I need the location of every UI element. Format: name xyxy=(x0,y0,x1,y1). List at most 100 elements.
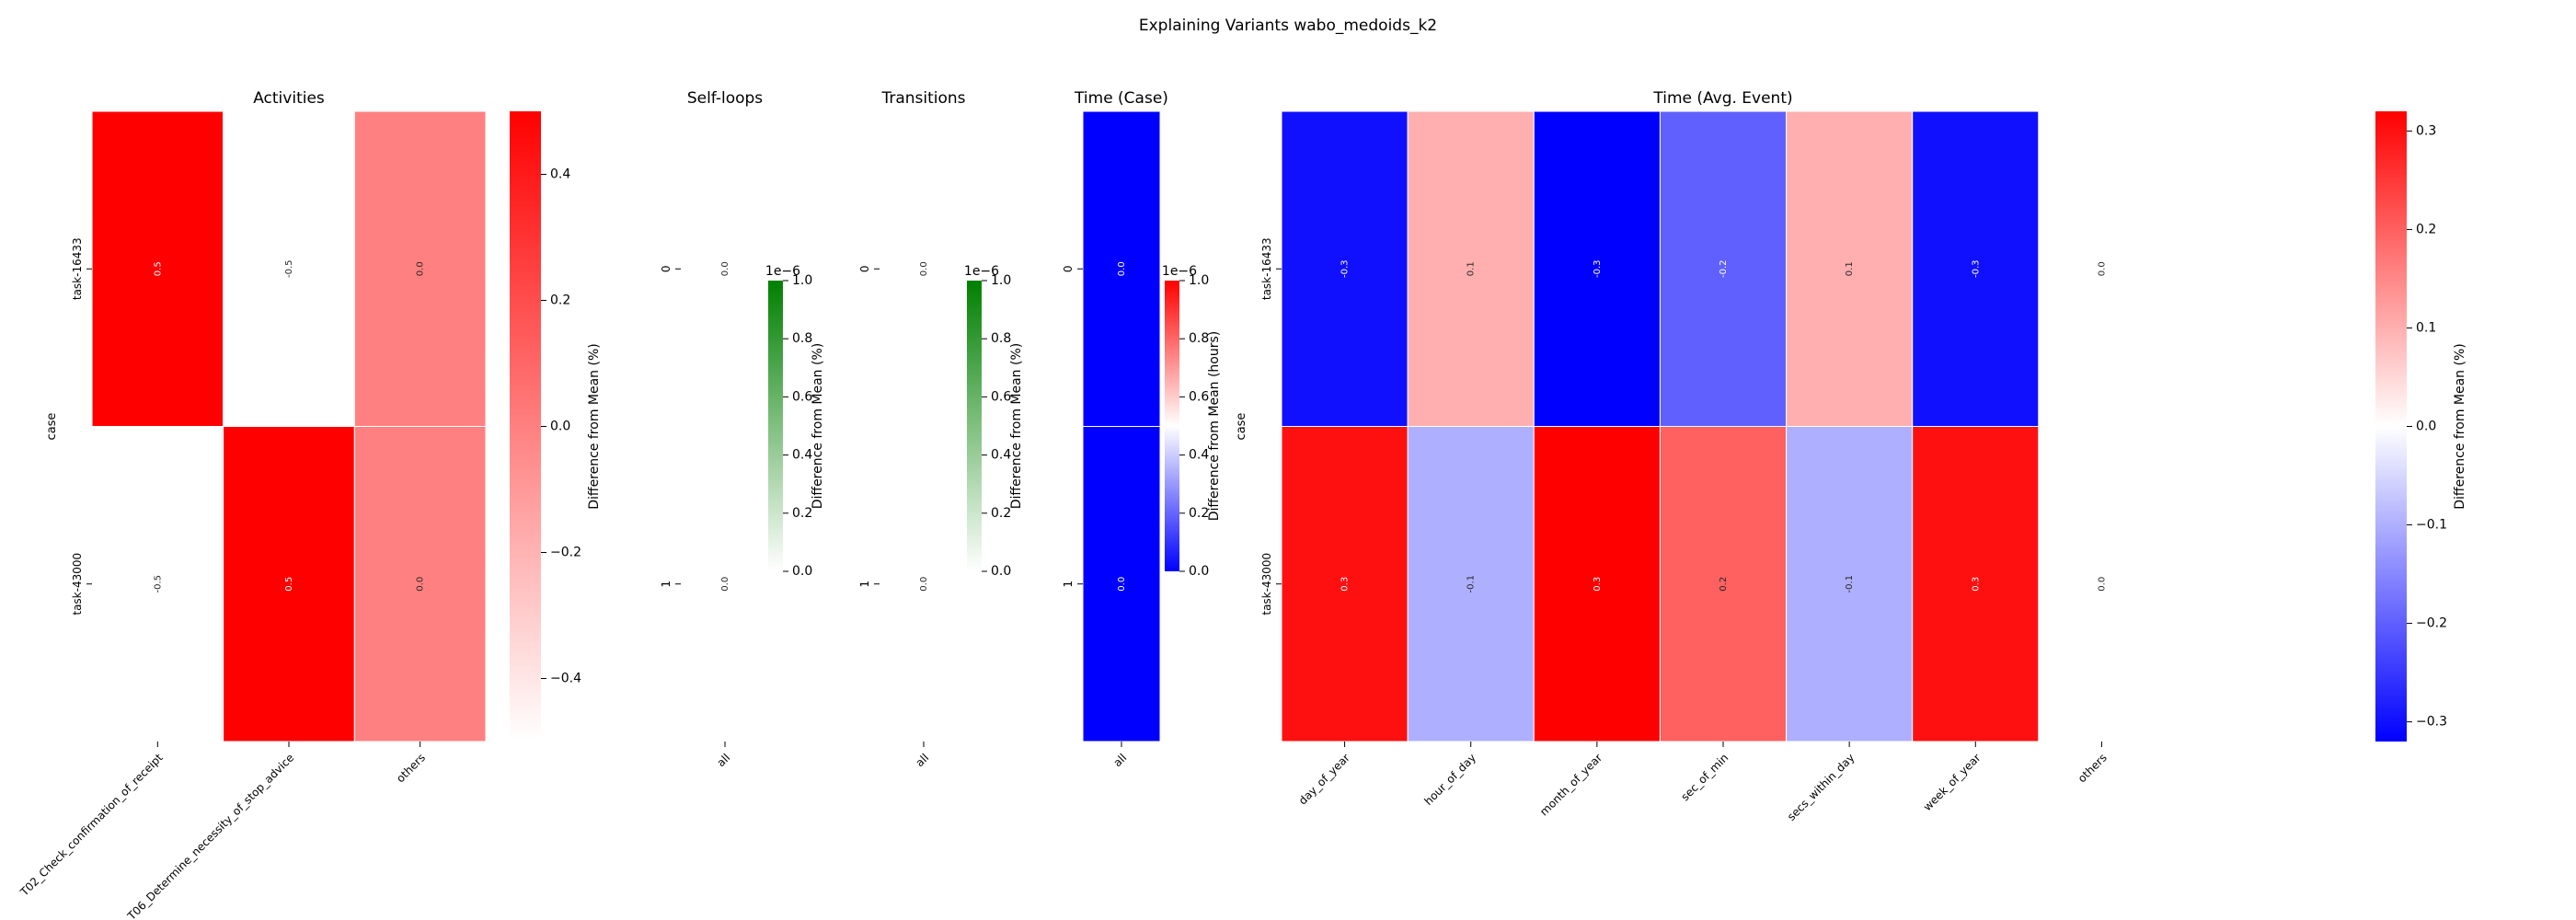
colorbar-tick-label: 0.2 xyxy=(1189,506,1209,521)
colorbar: 1.0 0.8 0.6 0.4 0.2 0.0 1e−6 Difference from Me… xyxy=(1162,264,1222,579)
colorbar-label: Difference from Mean (%) xyxy=(2453,343,2467,509)
colorbar-tick-label: 0.2 xyxy=(792,506,812,521)
panel-title: Transitions xyxy=(880,89,965,108)
y-tick-label: 0 xyxy=(858,265,871,272)
panel-title: Time (Avg. Event) xyxy=(1652,89,1792,108)
colorbar-exponent: 1e−6 xyxy=(1162,264,1197,279)
colorbar-tick-label: 0.2 xyxy=(550,293,570,308)
heatmap-panel-1: Activities 0.5 -0.5 0.0 -0.5 0.5 0.0 task-16433… xyxy=(17,89,602,920)
cell-annotation: 0.0 xyxy=(720,261,730,276)
cell-annotation: 0.0 xyxy=(919,261,929,276)
x-tick-label: day_of_year xyxy=(1296,751,1352,807)
x-tick-label: others xyxy=(2076,751,2110,785)
colorbar-tick-label: 0.4 xyxy=(550,167,570,182)
cell-annotation: -0.3 xyxy=(1340,259,1351,278)
colorbar-bar xyxy=(2375,111,2407,742)
y-tick-label: 1 xyxy=(660,581,673,588)
colorbar-tick-label: −0.1 xyxy=(2416,518,2447,533)
colorbar-tick-label: 0.4 xyxy=(991,448,1011,463)
y-axis-label: case xyxy=(45,413,59,441)
colorbar-label: Difference from Mean (hours) xyxy=(1207,331,1222,522)
cell-annotation: 0.5 xyxy=(153,261,163,276)
heatmap-cell xyxy=(223,110,355,427)
x-tick-label: all xyxy=(914,751,932,769)
cell-annotation: 0.0 xyxy=(416,577,426,592)
x-tick-label: hour_of_day xyxy=(1421,751,1478,808)
heatmap-cell xyxy=(1082,426,1161,742)
y-tick-label: task-16433 xyxy=(1260,237,1273,300)
colorbar-tick-label: −0.3 xyxy=(2416,715,2447,730)
cell-annotation: -0.5 xyxy=(153,575,163,593)
colorbar-exponent: 1e−6 xyxy=(964,264,999,279)
heatmap-cell xyxy=(223,426,355,742)
colorbar-bar xyxy=(510,111,541,742)
heatmap-cell xyxy=(1407,110,1535,427)
colorbar-tick-label: 0.3 xyxy=(2416,123,2436,138)
colorbar: 1.0 0.8 0.6 0.4 0.2 0.0 1e−6 Difference from Me… xyxy=(765,264,825,579)
heatmap-panel-3: Transitions 0.0 0.0 0 1 all 1.0 0.8 0.6 0.4 0.2 0.0… xyxy=(858,89,1024,769)
colorbar-tick-label: 0.1 xyxy=(2416,320,2436,335)
heatmap-cell xyxy=(1533,110,1661,427)
colorbar-tick-label: 0.6 xyxy=(792,389,812,404)
heatmap-panel-2: Self-loops0.00.001all1.00.80.60.40.20.01… xyxy=(660,89,825,769)
y-tick-label: task-43000 xyxy=(71,553,84,615)
colorbar-tick-label: 1.0 xyxy=(1189,273,1209,288)
colorbar-label: Difference from Mean (%) xyxy=(811,343,825,509)
heatmap-cell xyxy=(2038,426,2166,742)
heatmap-cell xyxy=(91,110,224,427)
colorbar-tick-label: 0.6 xyxy=(1189,389,1209,404)
heatmap-cell xyxy=(353,110,487,427)
colorbar: 0.3 0.2 0.1 0.0 −0.1 −0.2 −0.3 Difference from … xyxy=(2375,111,2467,742)
y-tick-label: 0 xyxy=(660,265,673,272)
heatmap-cell xyxy=(1281,110,1409,427)
heatmap-cell xyxy=(1659,110,1788,427)
panel-title: Self-loops xyxy=(687,89,763,108)
y-axis-label: case xyxy=(1235,413,1248,441)
colorbar-bar xyxy=(967,281,982,571)
x-tick-label: T06_Determine_necessity_of_stop_advice xyxy=(124,751,296,920)
colorbar-tick-label: 0.0 xyxy=(2416,420,2436,434)
cell-annotation: 0.0 xyxy=(2097,261,2107,276)
heatmap-cell xyxy=(1912,426,2040,742)
cell-annotation: -0.3 xyxy=(1971,259,1981,278)
heatmap-cell xyxy=(879,426,969,742)
colorbar-tick-label: −0.4 xyxy=(550,672,581,686)
cell-annotation: -0.5 xyxy=(284,259,294,278)
x-tick-label: all xyxy=(1111,751,1130,769)
panel-title: Time (Case) xyxy=(1074,89,1168,108)
colorbar-tick-label: −0.2 xyxy=(2416,616,2447,631)
cell-annotation: 0.0 xyxy=(1117,577,1127,592)
cell-annotation: 0.2 xyxy=(1719,577,1729,592)
colorbar-bar xyxy=(1165,281,1179,571)
cell-annotation: -0.1 xyxy=(1845,575,1855,593)
colorbar-tick-label: 0.8 xyxy=(1189,331,1209,346)
heatmap-cell xyxy=(680,426,770,742)
x-tick-label: month_of_year xyxy=(1537,751,1604,818)
colorbar-tick-label: 0.4 xyxy=(1189,448,1209,463)
colorbar-label: Difference from Mean (%) xyxy=(1009,343,1024,509)
colorbar-tick-label: −0.2 xyxy=(550,546,581,560)
colorbar-exponent: 1e−6 xyxy=(765,264,800,279)
cell-annotation: 0.1 xyxy=(1466,261,1477,276)
heatmap-cell xyxy=(91,426,224,742)
cell-annotation: 0.0 xyxy=(2097,577,2107,592)
y-tick-label: 0 xyxy=(1062,265,1075,272)
colorbar-tick-label: 1.0 xyxy=(991,273,1011,288)
panel-title: Activities xyxy=(253,89,325,108)
colorbar-tick-label: 0.0 xyxy=(792,564,812,579)
heatmap-cell xyxy=(879,110,969,427)
x-tick-label: T02_Check_confirmation_of_receipt xyxy=(17,751,166,899)
heatmap-cell xyxy=(2038,110,2166,427)
cell-annotation: 0.5 xyxy=(284,577,294,592)
x-tick-label: sec_of_min xyxy=(1678,751,1731,803)
x-tick-label: all xyxy=(715,751,733,769)
x-tick-label: others xyxy=(394,751,428,785)
heatmap-cell xyxy=(1407,426,1535,742)
figure-title: Explaining Variants wabo_medoids_k2 xyxy=(1139,17,1437,35)
heatmap-panel-5: Time (Avg. Event) -0.3 0.1 -0.3 -0.2 0.1 -0.3 0… xyxy=(1235,89,2467,823)
cell-annotation: 0.0 xyxy=(919,577,929,592)
colorbar-tick-label: 0.4 xyxy=(792,448,812,463)
colorbar-tick-label: 0.0 xyxy=(550,420,570,434)
colorbar-tick-label: 0.0 xyxy=(991,564,1011,579)
